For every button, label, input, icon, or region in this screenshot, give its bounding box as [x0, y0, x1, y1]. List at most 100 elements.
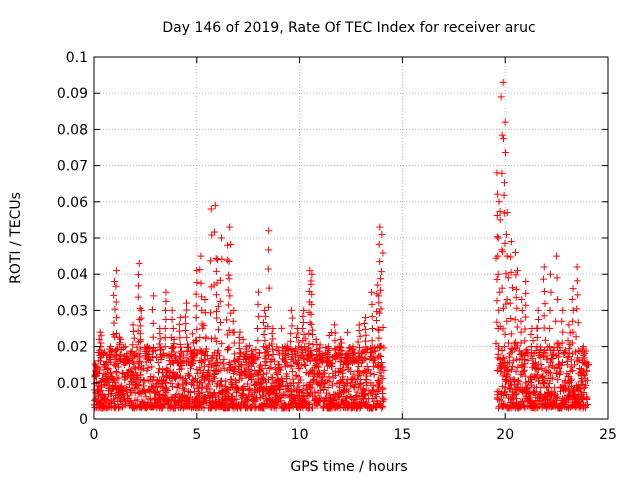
data-point — [568, 339, 576, 347]
data-point — [348, 358, 356, 366]
data-point — [155, 340, 163, 348]
data-point — [185, 343, 193, 351]
data-point — [273, 346, 281, 354]
data-point — [265, 284, 273, 292]
data-point — [541, 336, 549, 344]
data-point — [503, 209, 511, 217]
data-point — [230, 306, 238, 314]
data-point — [513, 323, 521, 331]
data-point — [559, 328, 567, 336]
data-point — [345, 344, 353, 352]
data-point — [142, 404, 150, 412]
data-point — [580, 389, 588, 397]
data-point — [498, 382, 506, 390]
data-point — [345, 387, 353, 395]
data-point — [130, 334, 138, 342]
data-point — [213, 337, 221, 345]
data-point — [207, 257, 215, 265]
data-point — [116, 340, 124, 348]
data-point — [137, 306, 145, 314]
data-point — [187, 389, 195, 397]
data-point — [540, 275, 548, 283]
data-point — [192, 337, 200, 345]
data-point — [363, 372, 371, 380]
data-point — [499, 304, 507, 312]
data-point — [287, 337, 295, 345]
data-point — [111, 378, 119, 386]
data-point — [202, 348, 210, 356]
data-point — [493, 233, 501, 241]
data-point — [494, 252, 502, 260]
data-point — [117, 356, 125, 364]
data-point — [264, 265, 272, 273]
data-point — [375, 292, 383, 300]
data-point — [544, 383, 552, 391]
data-point — [216, 318, 224, 326]
data-point — [497, 367, 505, 375]
data-point — [543, 384, 551, 392]
data-point — [112, 368, 120, 376]
data-point — [162, 315, 170, 323]
data-point — [535, 352, 543, 360]
data-point — [503, 296, 511, 304]
data-point — [368, 312, 376, 320]
data-point — [522, 277, 530, 285]
y-tick-label: 0.03 — [57, 303, 88, 319]
data-point — [175, 382, 183, 390]
data-point — [502, 270, 510, 278]
data-point — [582, 381, 590, 389]
data-point — [494, 391, 502, 399]
data-point — [557, 368, 565, 376]
data-point — [294, 329, 302, 337]
data-point — [569, 328, 577, 336]
data-point — [229, 392, 237, 400]
data-point — [370, 386, 378, 394]
data-point — [278, 324, 286, 332]
data-point — [225, 326, 233, 334]
data-point — [211, 228, 219, 236]
data-point — [97, 387, 105, 395]
data-point — [153, 354, 161, 362]
data-point — [112, 282, 120, 290]
data-point — [306, 357, 314, 365]
data-point — [167, 334, 175, 342]
data-point — [205, 371, 213, 379]
data-point — [113, 329, 121, 337]
data-point — [553, 252, 561, 260]
data-point — [225, 301, 233, 309]
data-point — [192, 302, 200, 310]
data-point — [260, 404, 268, 412]
data-point — [185, 371, 193, 379]
data-point — [103, 366, 111, 374]
data-point — [196, 399, 204, 407]
data-point — [287, 306, 295, 314]
data-point — [170, 348, 178, 356]
data-point — [227, 375, 235, 383]
data-point — [521, 404, 529, 412]
data-point — [212, 255, 220, 263]
data-point — [576, 401, 584, 409]
data-point — [111, 305, 119, 313]
data-point — [378, 230, 386, 238]
data-point — [344, 328, 352, 336]
data-point — [300, 306, 308, 314]
data-point — [501, 239, 509, 247]
data-point — [211, 201, 219, 209]
data-point — [197, 252, 205, 260]
data-point — [362, 378, 370, 386]
data-point — [215, 393, 223, 401]
data-point — [265, 227, 273, 235]
data-point — [495, 198, 503, 206]
data-point — [192, 337, 200, 345]
data-point — [583, 377, 591, 385]
data-point — [96, 346, 104, 354]
y-axis-title: ROTI / TECUs — [8, 192, 24, 284]
data-point — [546, 379, 554, 387]
data-point — [496, 288, 504, 296]
data-point — [288, 353, 296, 361]
data-point — [277, 397, 285, 405]
data-point — [583, 367, 591, 375]
data-point — [308, 290, 316, 298]
data-point — [500, 191, 508, 199]
data-point — [527, 331, 535, 339]
